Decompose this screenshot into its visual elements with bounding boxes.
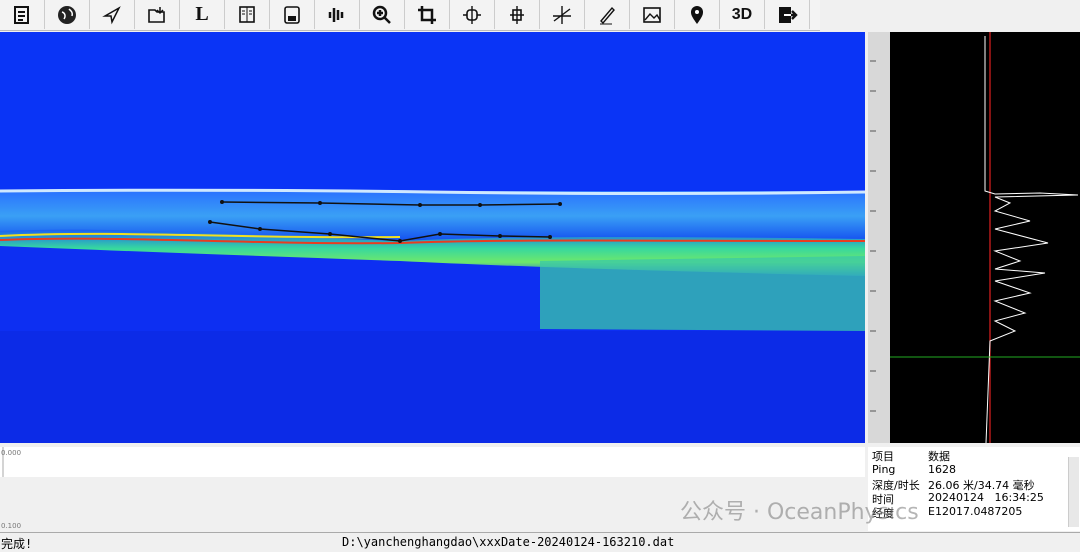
l-button[interactable]: L xyxy=(180,0,225,29)
globe-button[interactable] xyxy=(45,0,90,29)
track-points xyxy=(208,200,562,243)
ping-waveform xyxy=(984,36,1079,444)
toolbar: L 3D xyxy=(0,0,820,31)
info-panel: 项目 数据 Ping 1628 深度/时长 26.06 米/34.74 毫秒 时… xyxy=(868,447,1080,531)
sediment-zone xyxy=(540,256,865,331)
info-label: 时间 xyxy=(872,493,894,506)
location-button[interactable] xyxy=(675,0,720,29)
echogram-view xyxy=(0,32,1080,477)
watermark: 公众号 · OceanPhysics xyxy=(680,500,919,525)
status-text: 完成! xyxy=(1,537,33,551)
crop-button[interactable] xyxy=(405,0,450,29)
surface-echo xyxy=(0,188,866,195)
water-column xyxy=(0,32,865,190)
status-bar: 完成! D:\yanchenghangdao\xxxDate-20240124-… xyxy=(0,532,1080,552)
bottom-strip xyxy=(0,447,865,477)
axis-label: 0.000 xyxy=(1,449,22,457)
save-button[interactable] xyxy=(270,0,315,29)
3d-button[interactable]: 3D xyxy=(720,0,765,29)
file-path: D:\yanchenghangdao\xxxDate-20240124-1632… xyxy=(342,535,675,549)
ruler-ticks xyxy=(870,60,876,412)
axis-button[interactable] xyxy=(540,0,585,29)
info-label: 深度/时长 xyxy=(872,479,920,492)
image-button[interactable] xyxy=(630,0,675,29)
book-button[interactable] xyxy=(225,0,270,29)
marker-button[interactable] xyxy=(450,0,495,29)
axis-label: 0.100 xyxy=(1,522,22,530)
list-button[interactable] xyxy=(0,0,45,29)
info-value: 26.06 米/34.74 毫秒 xyxy=(928,479,1035,492)
info-value: 1628 xyxy=(928,463,956,476)
info-value: E12017.0487205 xyxy=(928,505,1023,518)
track-button[interactable] xyxy=(495,0,540,29)
exit-button[interactable] xyxy=(765,0,810,29)
info-header: 项目 xyxy=(872,450,894,463)
scrollbar[interactable] xyxy=(1068,457,1079,527)
pen-button[interactable] xyxy=(585,0,630,29)
navigate-button[interactable] xyxy=(90,0,135,29)
deep-zone xyxy=(0,331,865,443)
depth-ruler xyxy=(868,32,890,443)
yellow-echo xyxy=(0,232,401,239)
open-button[interactable] xyxy=(135,0,180,29)
ping-panel xyxy=(868,32,1080,443)
signal-button[interactable] xyxy=(315,0,360,29)
info-label: 经度 xyxy=(872,507,894,520)
zoom-button[interactable] xyxy=(360,0,405,29)
info-value: 20240124 16:34:25 xyxy=(928,491,1044,504)
info-header: 数据 xyxy=(928,450,950,463)
info-label: Ping xyxy=(872,463,896,476)
